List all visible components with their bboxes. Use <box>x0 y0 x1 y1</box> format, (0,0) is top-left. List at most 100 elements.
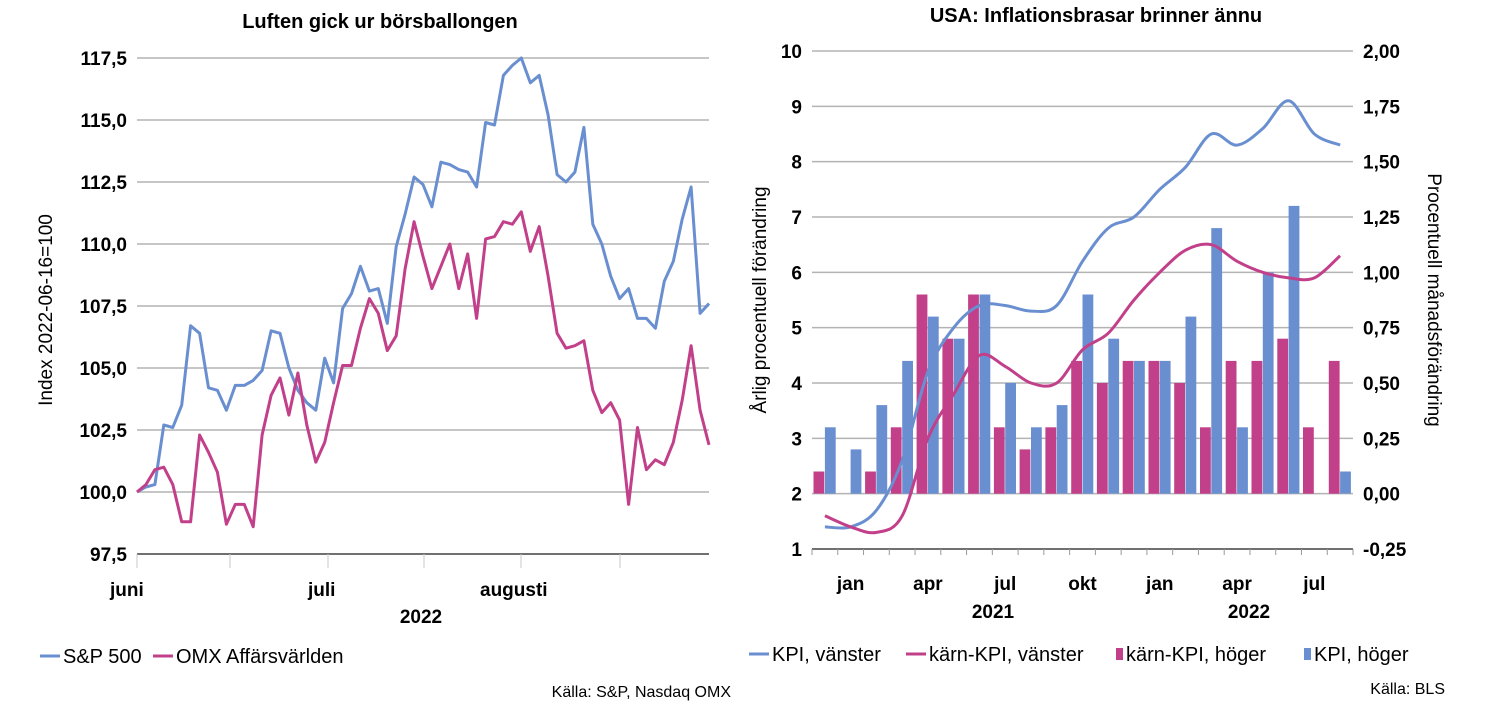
bar-kpi-right <box>1031 427 1042 494</box>
right-x-year-label-2022: 2022 <box>1228 602 1270 623</box>
bar-kpi-right <box>902 360 913 494</box>
right-left-y-tick-label: 4 <box>791 374 802 395</box>
right-chart-title: USA: Inflationsbrasar brinner ännu <box>930 5 1262 27</box>
left-y-tick-label: 107,5 <box>79 297 127 318</box>
right-right-y-tick-label: 1,00 <box>1363 263 1400 284</box>
bar-kpi-right <box>1056 405 1068 494</box>
bar-kpi-right <box>824 427 836 494</box>
right-left-y-tick-label: 8 <box>791 153 802 174</box>
right-x-month-label: okt <box>1068 574 1097 595</box>
right-left-y-tick-label: 1 <box>791 540 802 561</box>
left-chart-title: Luften gick ur börsballongen <box>242 11 518 33</box>
bar-core-kpi-right <box>1045 427 1057 494</box>
bar-core-kpi-right <box>942 338 954 494</box>
legend-label-core-kpi-left: kärn-KPI, vänster <box>929 644 1084 666</box>
right-x-month-label: jan <box>1145 574 1173 595</box>
series-line-sp500 <box>136 56 711 494</box>
right-right-y-tick-label: 1,25 <box>1363 208 1400 229</box>
right-x-year-label-2021: 2021 <box>972 602 1015 623</box>
bar-kpi-right <box>953 338 965 494</box>
legend-label-sp500: S&P 500 <box>63 646 142 668</box>
right-right-y-tick-label: 1,50 <box>1363 153 1400 174</box>
right-right-y-tick-label: 0,25 <box>1363 429 1400 450</box>
bar-core-kpi-right <box>1019 449 1031 494</box>
bar-kpi-right <box>1211 228 1223 494</box>
left-y-tick-label: 117,5 <box>81 49 128 70</box>
left-y-tick-label: 100,0 <box>79 483 127 504</box>
right-right-y-tick-label: -0,25 <box>1363 540 1407 561</box>
left-x-month-label-juni: juni <box>109 580 144 601</box>
right-left-y-tick-label: 10 <box>781 42 802 63</box>
legend-label-kpi-left: KPI, vänster <box>772 644 881 666</box>
right-right-y-tick-label: 2,00 <box>1363 42 1400 63</box>
bar-core-kpi-right <box>993 427 1005 494</box>
left-y-tick-label: 102,5 <box>79 421 127 442</box>
right-left-y-tick-label: 2 <box>791 485 802 506</box>
legend-label-kpi-right: KPI, höger <box>1314 644 1409 666</box>
right-left-y-tick-label: 9 <box>791 97 802 118</box>
bar-kpi-right <box>1082 294 1094 494</box>
right-chart-source: Källa: BLS <box>1370 681 1445 698</box>
right-chart-plot: 10 9 8 7 6 5 4 3 2 1 2,00 1,75 1,50 1,25 1,00 0,75 0,50 0… <box>781 42 1407 595</box>
bar-kpi-right <box>1185 316 1197 494</box>
bar-core-kpi-right <box>968 294 979 494</box>
right-right-y-tick-label: 0,50 <box>1363 374 1400 395</box>
bar-kpi-right <box>876 405 888 494</box>
bar-kpi-right <box>927 316 939 494</box>
left-y-tick-label: 112,5 <box>81 173 128 194</box>
bar-core-kpi-right <box>1096 383 1108 494</box>
bar-core-kpi-right <box>813 471 825 494</box>
legend-label-omx: OMX Affärsvärlden <box>176 646 343 668</box>
bar-core-kpi-right <box>1328 360 1340 494</box>
right-x-month-label: jul <box>1302 574 1325 595</box>
left-y-tick-label: 115,0 <box>81 111 128 132</box>
left-chart-source: Källa: S&P, Nasdaq OMX <box>552 684 732 701</box>
left-x-month-label-augusti: augusti <box>480 580 548 601</box>
bar-core-kpi-right <box>1225 360 1237 494</box>
right-right-y-tick-label: 0,00 <box>1363 485 1400 506</box>
series-line-kpi-left <box>824 99 1341 530</box>
legend-label-core-kpi-right: kärn-KPI, höger <box>1126 644 1266 666</box>
right-x-month-label: jan <box>836 574 864 595</box>
right-left-y-tick-label: 6 <box>791 263 802 284</box>
bar-core-kpi-right <box>1303 427 1314 494</box>
right-legend: KPI, vänster kärn-KPI, vänster kärn-KPI,… <box>749 644 1409 666</box>
bar-core-kpi-right <box>1071 360 1082 494</box>
bar-core-kpi-right <box>1148 360 1160 494</box>
right-x-month-label: jul <box>993 574 1016 595</box>
left-chart-y-axis-label: Index 2022-06-16=100 <box>36 214 57 406</box>
bar-kpi-right <box>1005 383 1016 494</box>
left-y-tick-label: 105,0 <box>79 359 127 380</box>
left-y-tick-label: 110,0 <box>81 235 128 256</box>
bar-kpi-right <box>1159 360 1171 494</box>
bar-kpi-right <box>1340 471 1351 494</box>
bar-kpi-right <box>850 449 862 494</box>
right-chart-left-axis-label: Årlig procentuell förändring <box>750 186 771 413</box>
bar-kpi-right <box>1262 272 1274 494</box>
bar-core-kpi-right <box>1122 360 1134 494</box>
bar-core-kpi-right <box>1174 383 1185 494</box>
bar-kpi-right <box>1134 360 1145 494</box>
bar-core-kpi-right <box>1277 338 1289 494</box>
right-chart-right-axis-label: Procentuell månadsförändring <box>1423 173 1444 427</box>
left-legend: S&P 500 OMX Affärsvärlden <box>40 646 343 668</box>
right-x-month-label: apr <box>913 574 943 595</box>
bar-core-kpi-right <box>865 471 876 494</box>
right-left-y-tick-label: 5 <box>791 319 802 340</box>
right-left-y-tick-label: 7 <box>791 208 802 229</box>
bar-core-kpi-right <box>890 427 902 494</box>
right-right-y-tick-label: 1,75 <box>1363 97 1400 118</box>
left-chart-plot: 117,5 115,0 112,5 110,0 107,5 105,0 102,5 100,0… <box>79 49 711 568</box>
series-line-core-kpi-left <box>824 242 1342 535</box>
right-x-month-label: apr <box>1222 574 1252 595</box>
left-x-year-label: 2022 <box>400 607 442 628</box>
bar-core-kpi-right <box>1251 360 1263 494</box>
left-x-month-label-juli: juli <box>307 580 335 601</box>
bar-kpi-right <box>1288 205 1300 494</box>
bar-kpi-right <box>1108 338 1120 494</box>
bar-kpi-right <box>1237 427 1248 494</box>
series-line-omx <box>136 210 711 529</box>
bar-kpi-right <box>979 294 991 494</box>
legend-swatch-core-kpi-right <box>1116 648 1123 660</box>
